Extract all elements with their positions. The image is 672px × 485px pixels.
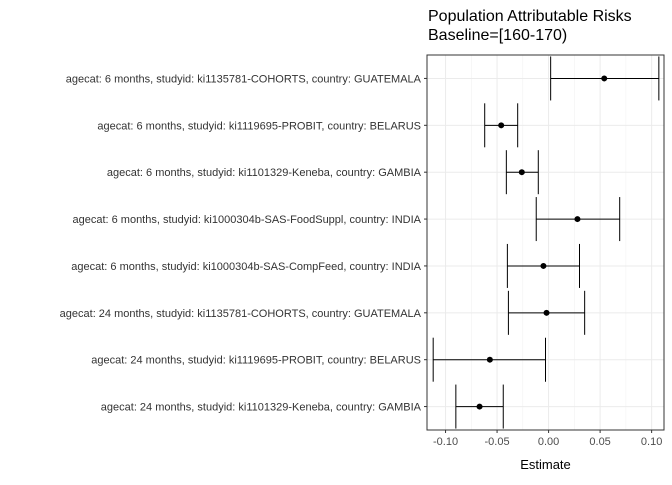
estimate-point [540,262,547,269]
y-tick-label: agecat: 24 months, studyid: ki1101329-Ke… [101,402,422,414]
y-axis-labels: agecat: 6 months, studyid: ki1135781-COH… [60,73,427,414]
y-tick-label: agecat: 24 months, studyid: ki1119695-PR… [91,355,421,367]
y-tick-label: agecat: 6 months, studyid: ki1135781-COH… [66,73,422,85]
y-tick-label: agecat: 6 months, studyid: ki1101329-Ken… [107,167,422,179]
x-axis-title: Estimate [520,457,571,472]
y-tick-label: agecat: 6 months, studyid: ki1000304b-SA… [72,214,421,226]
estimate-point [476,403,483,410]
estimate-point [486,356,493,363]
y-tick-label: agecat: 6 months, studyid: ki1000304b-SA… [71,261,421,273]
y-tick-label: agecat: 6 months, studyid: ki1119695-PRO… [97,120,421,132]
estimate-point [601,75,608,82]
estimate-point [543,309,550,316]
estimate-point [498,122,505,129]
chart-subtitle: Baseline=[160-170) [428,27,567,44]
y-tick-label: agecat: 24 months, studyid: ki1135781-CO… [60,308,422,320]
data-marks [432,56,660,429]
chart-title: Population Attributable Risks [428,8,632,25]
x-tick-label: 0.00 [538,436,559,448]
x-tick-label: 0.05 [589,436,610,448]
x-tick-label: 0.10 [641,436,662,448]
x-tick-label: -0.10 [433,436,458,448]
plot-border [426,54,665,431]
estimate-point [574,216,581,223]
x-axis: -0.10 -0.05 0.00 0.05 0.10 [433,430,662,448]
x-tick-label: -0.05 [485,436,510,448]
estimate-point [518,169,525,176]
